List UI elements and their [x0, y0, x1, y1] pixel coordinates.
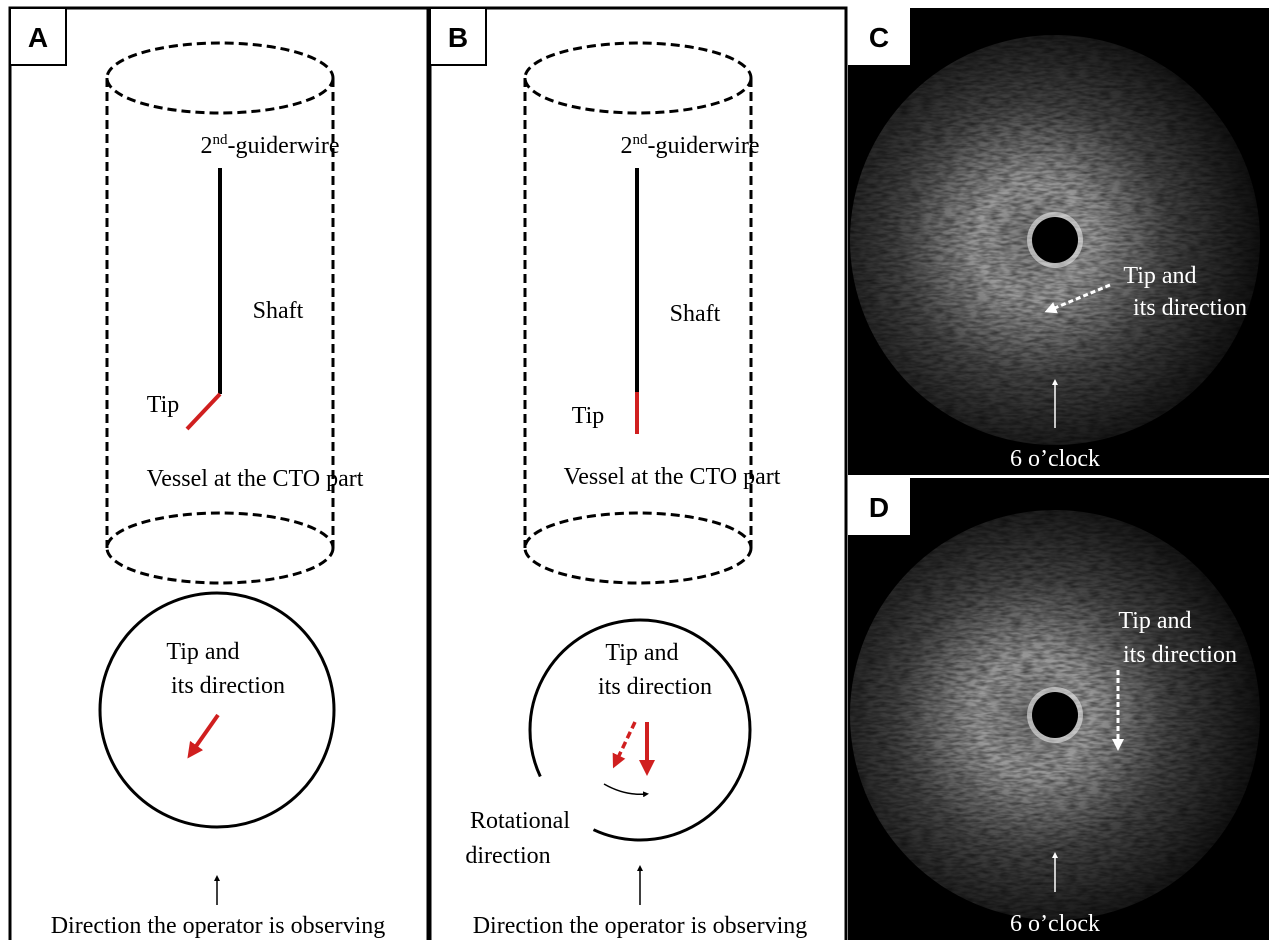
panel-c: C Tip and its direction 6 o’clock — [848, 8, 1269, 475]
tip-direction-label: Tip and — [1123, 263, 1196, 289]
tip-direction-label: its direction — [171, 673, 285, 699]
superscript: nd — [213, 132, 229, 148]
tip-direction-label: Tip and — [1118, 608, 1191, 634]
vessel-top — [525, 43, 751, 113]
tip-direction-label: its direction — [1123, 642, 1237, 668]
cross-section — [100, 593, 334, 827]
panel-label: A — [28, 22, 48, 53]
rotation-arrow — [604, 784, 646, 794]
tip-arrow — [192, 715, 218, 752]
panel-a: A 2nd-guiderwire Shaft Tip Vessel at the… — [10, 8, 428, 940]
tip-label: Tip — [572, 403, 604, 429]
catheter — [1032, 692, 1078, 738]
clock-label: 6 o’clock — [1010, 911, 1100, 937]
tip-arrow-before — [616, 722, 635, 762]
figure: A 2nd-guiderwire Shaft Tip Vessel at the… — [0, 0, 1269, 940]
tip-direction-label: its direction — [598, 674, 712, 700]
panel-b: B 2nd-guiderwire Shaft Tip Vessel at the… — [430, 8, 846, 940]
tip-direction-label: Tip and — [166, 639, 239, 665]
guidewire-label: 2nd-guiderwire — [201, 132, 340, 159]
number: 2 — [621, 133, 633, 159]
wire-tip — [187, 394, 220, 429]
tip-label: Tip — [147, 392, 179, 418]
vessel-label: Vessel at the CTO part — [564, 464, 781, 490]
number: 2 — [201, 133, 213, 159]
vessel-bottom — [107, 513, 333, 583]
rest: -guiderwire — [648, 133, 760, 159]
vessel-bottom — [525, 513, 751, 583]
observer-label: Direction the operator is observing — [473, 913, 808, 939]
clock-label: 6 o’clock — [1010, 446, 1100, 472]
rotation-label: Rotational — [470, 808, 570, 834]
catheter — [1032, 217, 1078, 263]
panel-label: B — [448, 22, 468, 53]
panel-label: C — [869, 22, 889, 53]
panel-d: D Tip and its direction 6 o’clock — [848, 478, 1269, 940]
rest: -guiderwire — [228, 133, 340, 159]
guidewire-label: 2nd-guiderwire — [621, 132, 760, 159]
tip-direction-label: Tip and — [605, 640, 678, 666]
vessel-label: Vessel at the CTO part — [147, 466, 364, 492]
shaft-label: Shaft — [253, 298, 304, 324]
tip-direction-label: its direction — [1133, 295, 1247, 321]
shaft-label: Shaft — [670, 301, 721, 327]
panel-label: D — [869, 492, 889, 523]
rotation-label: direction — [465, 843, 550, 869]
superscript: nd — [633, 132, 649, 148]
vessel-top — [107, 43, 333, 113]
observer-label: Direction the operator is observing — [51, 913, 386, 939]
